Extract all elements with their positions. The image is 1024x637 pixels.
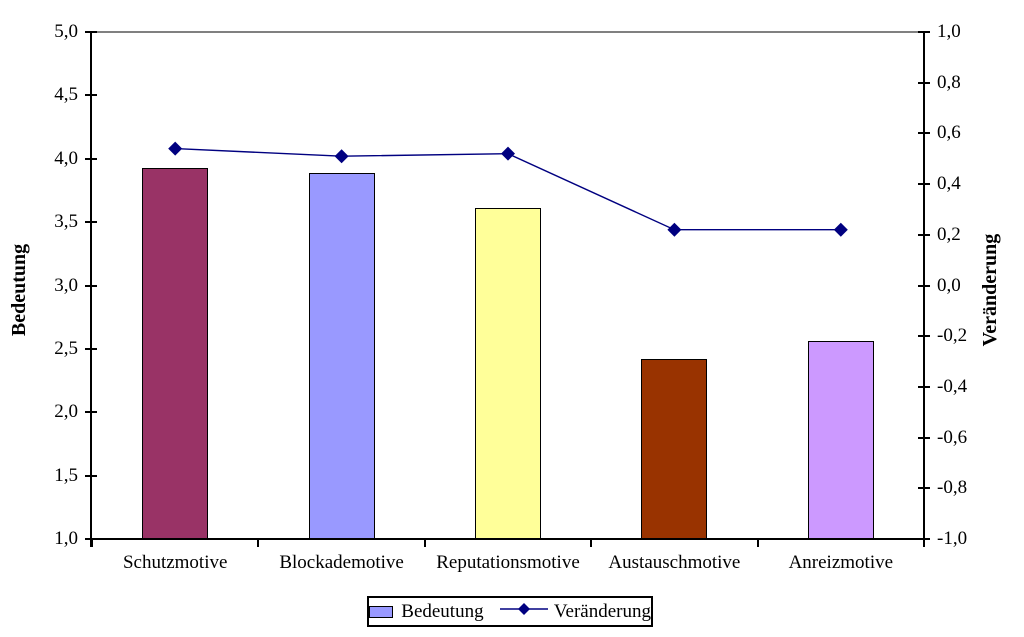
- right-axis-tick-label: 0,6: [937, 122, 961, 144]
- right-axis-tick-mark: [918, 31, 930, 33]
- left-axis-tick-label: 3,5: [54, 211, 78, 233]
- left-axis-tick-mark: [85, 31, 97, 33]
- right-axis-tick-label: -0,4: [937, 375, 968, 397]
- gridline-top: [92, 31, 924, 33]
- left-axis-tick-label: 2,5: [54, 337, 78, 359]
- left-axis-tick-label: 4,5: [54, 84, 78, 106]
- line-marker-anreizmotive: [833, 222, 848, 237]
- category-label-blockademotive: Blockademotive: [279, 552, 404, 573]
- right-axis-tick-label: -0,2: [937, 325, 968, 347]
- category-label-austauschmotive: Austauschmotive: [608, 552, 741, 573]
- left-axis-tick-label: 3,0: [54, 274, 78, 296]
- right-axis-tick-label: -0,6: [937, 426, 968, 448]
- right-axis-tick-label: 0,8: [937, 71, 961, 93]
- right-axis-tick-mark: [918, 487, 930, 490]
- legend-bar-swatch-icon: [369, 605, 394, 618]
- right-axis-tick-label: 0,2: [937, 223, 961, 245]
- right-axis-tick-label: 0,0: [937, 274, 961, 296]
- category-label-reputationsmotive: Reputationsmotive: [436, 552, 580, 573]
- x-axis-tick-mark: [257, 539, 260, 547]
- legend-line-label: Veränderung: [553, 601, 651, 622]
- right-axis-tick-mark: [918, 233, 930, 236]
- x-axis-tick-mark: [756, 539, 759, 547]
- line-marker-reputationsmotive: [501, 146, 515, 161]
- left-axis-tick-mark: [85, 221, 97, 224]
- legend-line-diamond-icon: [499, 602, 548, 621]
- right-axis-tick-mark: [918, 81, 930, 84]
- left-axis-tick-label: 4,0: [54, 147, 78, 169]
- x-axis-tick-mark: [91, 539, 93, 547]
- category-label-schutzmotive: Schutzmotive: [122, 552, 228, 573]
- right-axis-tick-mark: [918, 132, 930, 135]
- left-axis-tick-mark: [85, 347, 97, 350]
- right-axis-tick-label: -0,8: [937, 477, 968, 499]
- x-axis-tick-mark: [590, 539, 593, 547]
- x-axis-tick-mark: [923, 539, 925, 547]
- left-axis-tick-label: 1,5: [54, 464, 78, 486]
- line-marker-austauschmotive: [667, 222, 682, 237]
- right-axis-tick-mark: [918, 335, 930, 338]
- line-marker-blockademotive: [334, 149, 349, 164]
- right-axis-tick-label: 0,4: [937, 173, 961, 195]
- line-marker-schutzmotive: [168, 141, 183, 156]
- left-axis-tick-mark: [85, 284, 97, 287]
- right-axis-tick-mark: [918, 183, 930, 186]
- axis-left: [90, 32, 92, 547]
- right-axis-tick-label: -1,0: [937, 528, 968, 549]
- bar-anreizmotive: [807, 341, 874, 539]
- left-axis-tick-mark: [85, 94, 97, 97]
- left-axis-tick-label: 1,0: [54, 528, 78, 549]
- legend: Bedeutung Veränderung: [367, 596, 653, 627]
- bar-schutzmotive: [142, 167, 209, 539]
- left-axis-tick-mark: [85, 157, 97, 160]
- bar-reputationsmotive: [475, 208, 541, 539]
- category-label-anreizmotive: Anreizmotive: [788, 552, 894, 573]
- axis-bottom: [90, 538, 925, 540]
- left-axis-tick-label: 2,0: [54, 401, 78, 423]
- legend-bar-label: Bedeutung: [401, 601, 484, 622]
- right-axis-tick-mark: [918, 284, 930, 287]
- bar-blockademotive: [308, 172, 375, 539]
- right-axis-tick-mark: [918, 436, 930, 439]
- right-axis-tick-label: 1,0: [937, 21, 961, 42]
- right-axis-tick-mark: [918, 385, 930, 388]
- x-axis-tick-mark: [423, 539, 426, 547]
- left-axis-tick-label: 5,0: [54, 21, 78, 42]
- left-axis-tick-mark: [85, 474, 97, 477]
- left-axis-tick-mark: [85, 411, 97, 414]
- bar-austauschmotive: [641, 359, 708, 539]
